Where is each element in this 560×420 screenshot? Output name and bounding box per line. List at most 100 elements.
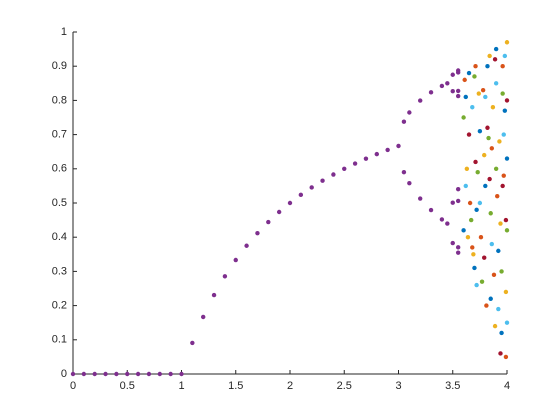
point: [471, 252, 476, 257]
point: [499, 269, 504, 274]
point: [487, 53, 492, 59]
point: [501, 132, 506, 137]
point: [490, 105, 496, 110]
point: [418, 196, 423, 201]
point: [465, 235, 471, 240]
point: [500, 183, 505, 189]
point: [331, 172, 336, 177]
point: [233, 257, 238, 263]
point: [385, 147, 390, 153]
point: [504, 40, 510, 45]
point: [474, 282, 479, 288]
point: [455, 186, 461, 192]
point: [135, 371, 141, 377]
point: [478, 235, 484, 240]
point: [309, 185, 314, 190]
point: [222, 274, 228, 279]
x-tick-label: 2.5: [337, 380, 352, 392]
point: [493, 46, 499, 52]
point: [473, 159, 478, 165]
y-tick-label: 0.9: [52, 60, 67, 72]
point: [461, 115, 466, 120]
y-tick-label: 0.7: [52, 129, 67, 141]
point: [157, 371, 162, 377]
point: [114, 371, 119, 377]
point: [396, 143, 401, 149]
point: [485, 63, 490, 69]
point: [211, 292, 217, 298]
point: [483, 183, 488, 189]
point: [489, 146, 495, 151]
point: [320, 178, 325, 183]
point: [461, 228, 466, 233]
x-tick-label: 1.5: [228, 380, 243, 392]
point: [70, 371, 76, 377]
point: [472, 265, 477, 271]
point: [298, 192, 304, 198]
point: [179, 371, 184, 377]
point: [496, 306, 501, 312]
x-tick-label: 2: [287, 380, 293, 392]
point: [201, 314, 206, 320]
point: [480, 87, 486, 93]
point: [500, 91, 505, 96]
point: [244, 243, 249, 248]
point: [92, 371, 97, 377]
point: [504, 228, 510, 233]
y-tick-label: 0.5: [52, 197, 67, 209]
point: [407, 180, 412, 186]
x-tick-label: 0.5: [120, 380, 135, 392]
point: [407, 110, 412, 115]
point: [287, 200, 293, 206]
point: [486, 135, 491, 141]
point: [483, 94, 488, 100]
y-tick-label: 0: [61, 368, 67, 380]
x-tick-label: 3.5: [445, 380, 460, 392]
point: [487, 176, 492, 182]
point: [476, 91, 481, 96]
point: [455, 198, 461, 204]
point: [503, 354, 509, 360]
point: [468, 217, 474, 223]
point: [81, 371, 87, 377]
point: [455, 88, 461, 94]
point: [503, 289, 509, 295]
point: [500, 63, 505, 69]
point: [466, 70, 472, 76]
point: [495, 193, 500, 199]
point: [450, 89, 455, 94]
point: [504, 156, 510, 161]
point: [470, 105, 475, 110]
point: [439, 217, 445, 222]
x-tick-label: 3: [395, 380, 401, 392]
point: [502, 108, 508, 113]
point: [489, 241, 495, 247]
point: [428, 90, 434, 95]
point: [503, 217, 509, 223]
y-tick-label: 0.2: [52, 300, 67, 312]
point: [504, 98, 510, 103]
point: [479, 279, 485, 284]
point: [146, 371, 152, 377]
point: [455, 70, 461, 75]
point: [475, 170, 480, 175]
y-tick-label: 1: [61, 26, 67, 38]
point: [498, 351, 503, 356]
point: [342, 166, 347, 171]
point: [455, 93, 461, 99]
point: [450, 72, 455, 77]
point: [488, 296, 493, 301]
point: [401, 169, 407, 175]
point: [374, 151, 379, 157]
point: [455, 245, 461, 250]
point: [482, 152, 487, 158]
point: [125, 371, 130, 377]
point: [467, 200, 473, 206]
point: [498, 221, 503, 226]
point: [493, 166, 499, 171]
point: [363, 156, 369, 161]
point: [497, 139, 502, 144]
point: [501, 173, 506, 178]
point: [488, 211, 493, 216]
